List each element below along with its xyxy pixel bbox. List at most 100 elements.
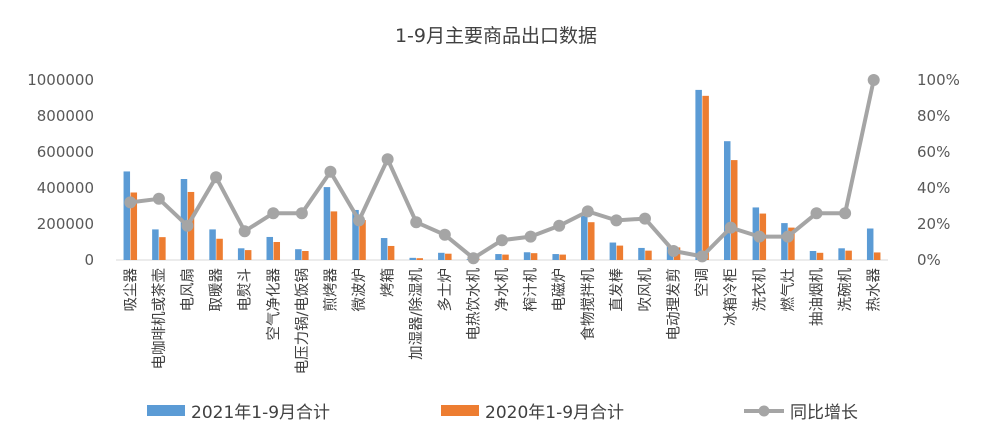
growth-point-2: [181, 219, 194, 232]
right-tick-label: 60%: [917, 143, 950, 161]
bar-2020-8: [359, 220, 366, 260]
left-tick-label: 0: [84, 251, 94, 269]
growth-point-23: [781, 230, 794, 243]
category-label: 电熨斗: [237, 268, 254, 312]
bar-2021-2: [180, 179, 188, 260]
line-series: [124, 74, 880, 265]
bar-2020-4: [244, 250, 252, 260]
right-tick-label: 40%: [917, 179, 950, 197]
growth-point-13: [496, 234, 508, 247]
bar-2020-20: [702, 95, 709, 260]
left-tick-label: 1000000: [27, 71, 94, 89]
growth-point-6: [295, 207, 308, 220]
category-label: 热水器: [866, 268, 883, 312]
legend-swatch-2021: [147, 405, 185, 416]
bar-2020-18: [645, 250, 652, 260]
category-label: 榨汁机: [522, 268, 540, 312]
bar-2020-23: [788, 227, 795, 260]
bar-2020-3: [216, 238, 223, 260]
growth-point-17: [610, 214, 623, 227]
legend-label-2021: 2021年1-9月合计: [191, 403, 330, 423]
legend-marker-growth: [758, 405, 770, 417]
bar-2021-13: [495, 254, 502, 260]
category-label: 电磁炉: [551, 268, 568, 312]
category-label: 电压力锅/电饭锅: [294, 268, 311, 374]
category-label: 吸尘器: [122, 268, 139, 312]
bar-2020-21: [730, 160, 738, 260]
category-label: 净水机: [494, 268, 511, 312]
legend-label-growth: 同比增长: [790, 403, 858, 423]
category-label: 多士炉: [437, 268, 454, 312]
category-label: 直发棒: [608, 268, 625, 312]
growth-point-1: [152, 192, 165, 205]
left-tick-label: 800000: [37, 107, 94, 125]
bar-2021-0: [123, 171, 131, 260]
right-tick-label: 0%: [917, 251, 941, 269]
category-label: 烤箱: [380, 268, 397, 297]
growth-point-14: [524, 230, 537, 243]
category-label: 取暖器: [208, 268, 225, 312]
category-label: 抽油烟机: [809, 268, 826, 326]
bar-2020-0: [130, 192, 138, 260]
bar-2020-5: [273, 242, 281, 260]
category-label: 燃气灶: [779, 268, 797, 312]
bar-2021-3: [209, 229, 216, 260]
category-label: 电风扇: [179, 268, 196, 312]
bar-2021-24: [809, 251, 817, 260]
bar-2021-11: [438, 252, 445, 260]
bar-2021-21: [723, 141, 731, 260]
category-label: 电咖啡机或茶壶: [151, 268, 168, 370]
bar-2021-4: [237, 248, 245, 260]
right-tick-label: 80%: [917, 107, 950, 125]
growth-point-16: [581, 205, 594, 218]
category-label: 电热饮水机: [465, 268, 482, 341]
bar-2020-24: [816, 252, 824, 260]
growth-point-26: [867, 74, 880, 86]
bar-2021-15: [552, 254, 559, 260]
bar-2020-26: [873, 252, 881, 260]
legend: 2021年1-9月合计 2020年1-9月合计 同比增长: [147, 403, 858, 423]
bar-2021-10: [409, 257, 416, 260]
growth-point-11: [438, 228, 451, 241]
bar-2021-25: [838, 248, 845, 260]
bar-2020-1: [159, 237, 166, 260]
bar-2020-25: [845, 250, 852, 260]
right-axis: 0% 20% 40% 60% 80% 100%: [917, 71, 960, 269]
legend-swatch-2020: [441, 405, 479, 416]
growth-point-3: [210, 171, 223, 184]
right-tick-label: 100%: [917, 71, 960, 89]
growth-point-12: [467, 252, 480, 265]
growth-point-21: [724, 221, 737, 234]
bar-2020-11: [445, 253, 452, 260]
bar-2020-7: [330, 211, 338, 260]
category-label: 煎烤器: [322, 268, 339, 312]
category-label: 电动理发剪: [665, 268, 683, 341]
growth-point-4: [238, 225, 251, 238]
growth-point-19: [667, 245, 680, 257]
bar-2021-23: [781, 223, 788, 260]
growth-point-18: [638, 212, 651, 225]
chart-title: 1-9月主要商品出口数据: [395, 25, 597, 47]
growth-point-10: [410, 216, 423, 229]
category-label: 洗碗机: [837, 268, 854, 312]
category-label: 微波炉: [351, 268, 368, 312]
bar-2020-10: [416, 258, 423, 260]
bar-2020-16: [588, 222, 595, 260]
category-label: 空调: [694, 268, 711, 297]
category-labels: 吸尘器 电咖啡机或茶壶 电风扇 取暖器 电熨斗 空气净化器 电压力锅/电饭锅 煎烤器 微波炉 烤箱…: [122, 268, 882, 375]
category-label: 洗衣机: [751, 268, 768, 312]
left-tick-label: 200000: [37, 215, 94, 233]
bar-2021-17: [609, 242, 617, 260]
bar-2020-17: [616, 245, 624, 260]
growth-point-15: [553, 219, 566, 232]
category-label: 食物搅拌机: [580, 268, 597, 341]
growth-point-5: [267, 207, 280, 220]
bar-2020-15: [559, 254, 566, 260]
bar-2021-20: [695, 89, 702, 261]
growth-point-22: [753, 230, 766, 243]
category-label: 加湿器/除湿机: [408, 268, 425, 360]
left-tick-label: 400000: [37, 179, 94, 197]
growth-point-20: [696, 250, 709, 263]
bar-2021-1: [152, 229, 159, 260]
